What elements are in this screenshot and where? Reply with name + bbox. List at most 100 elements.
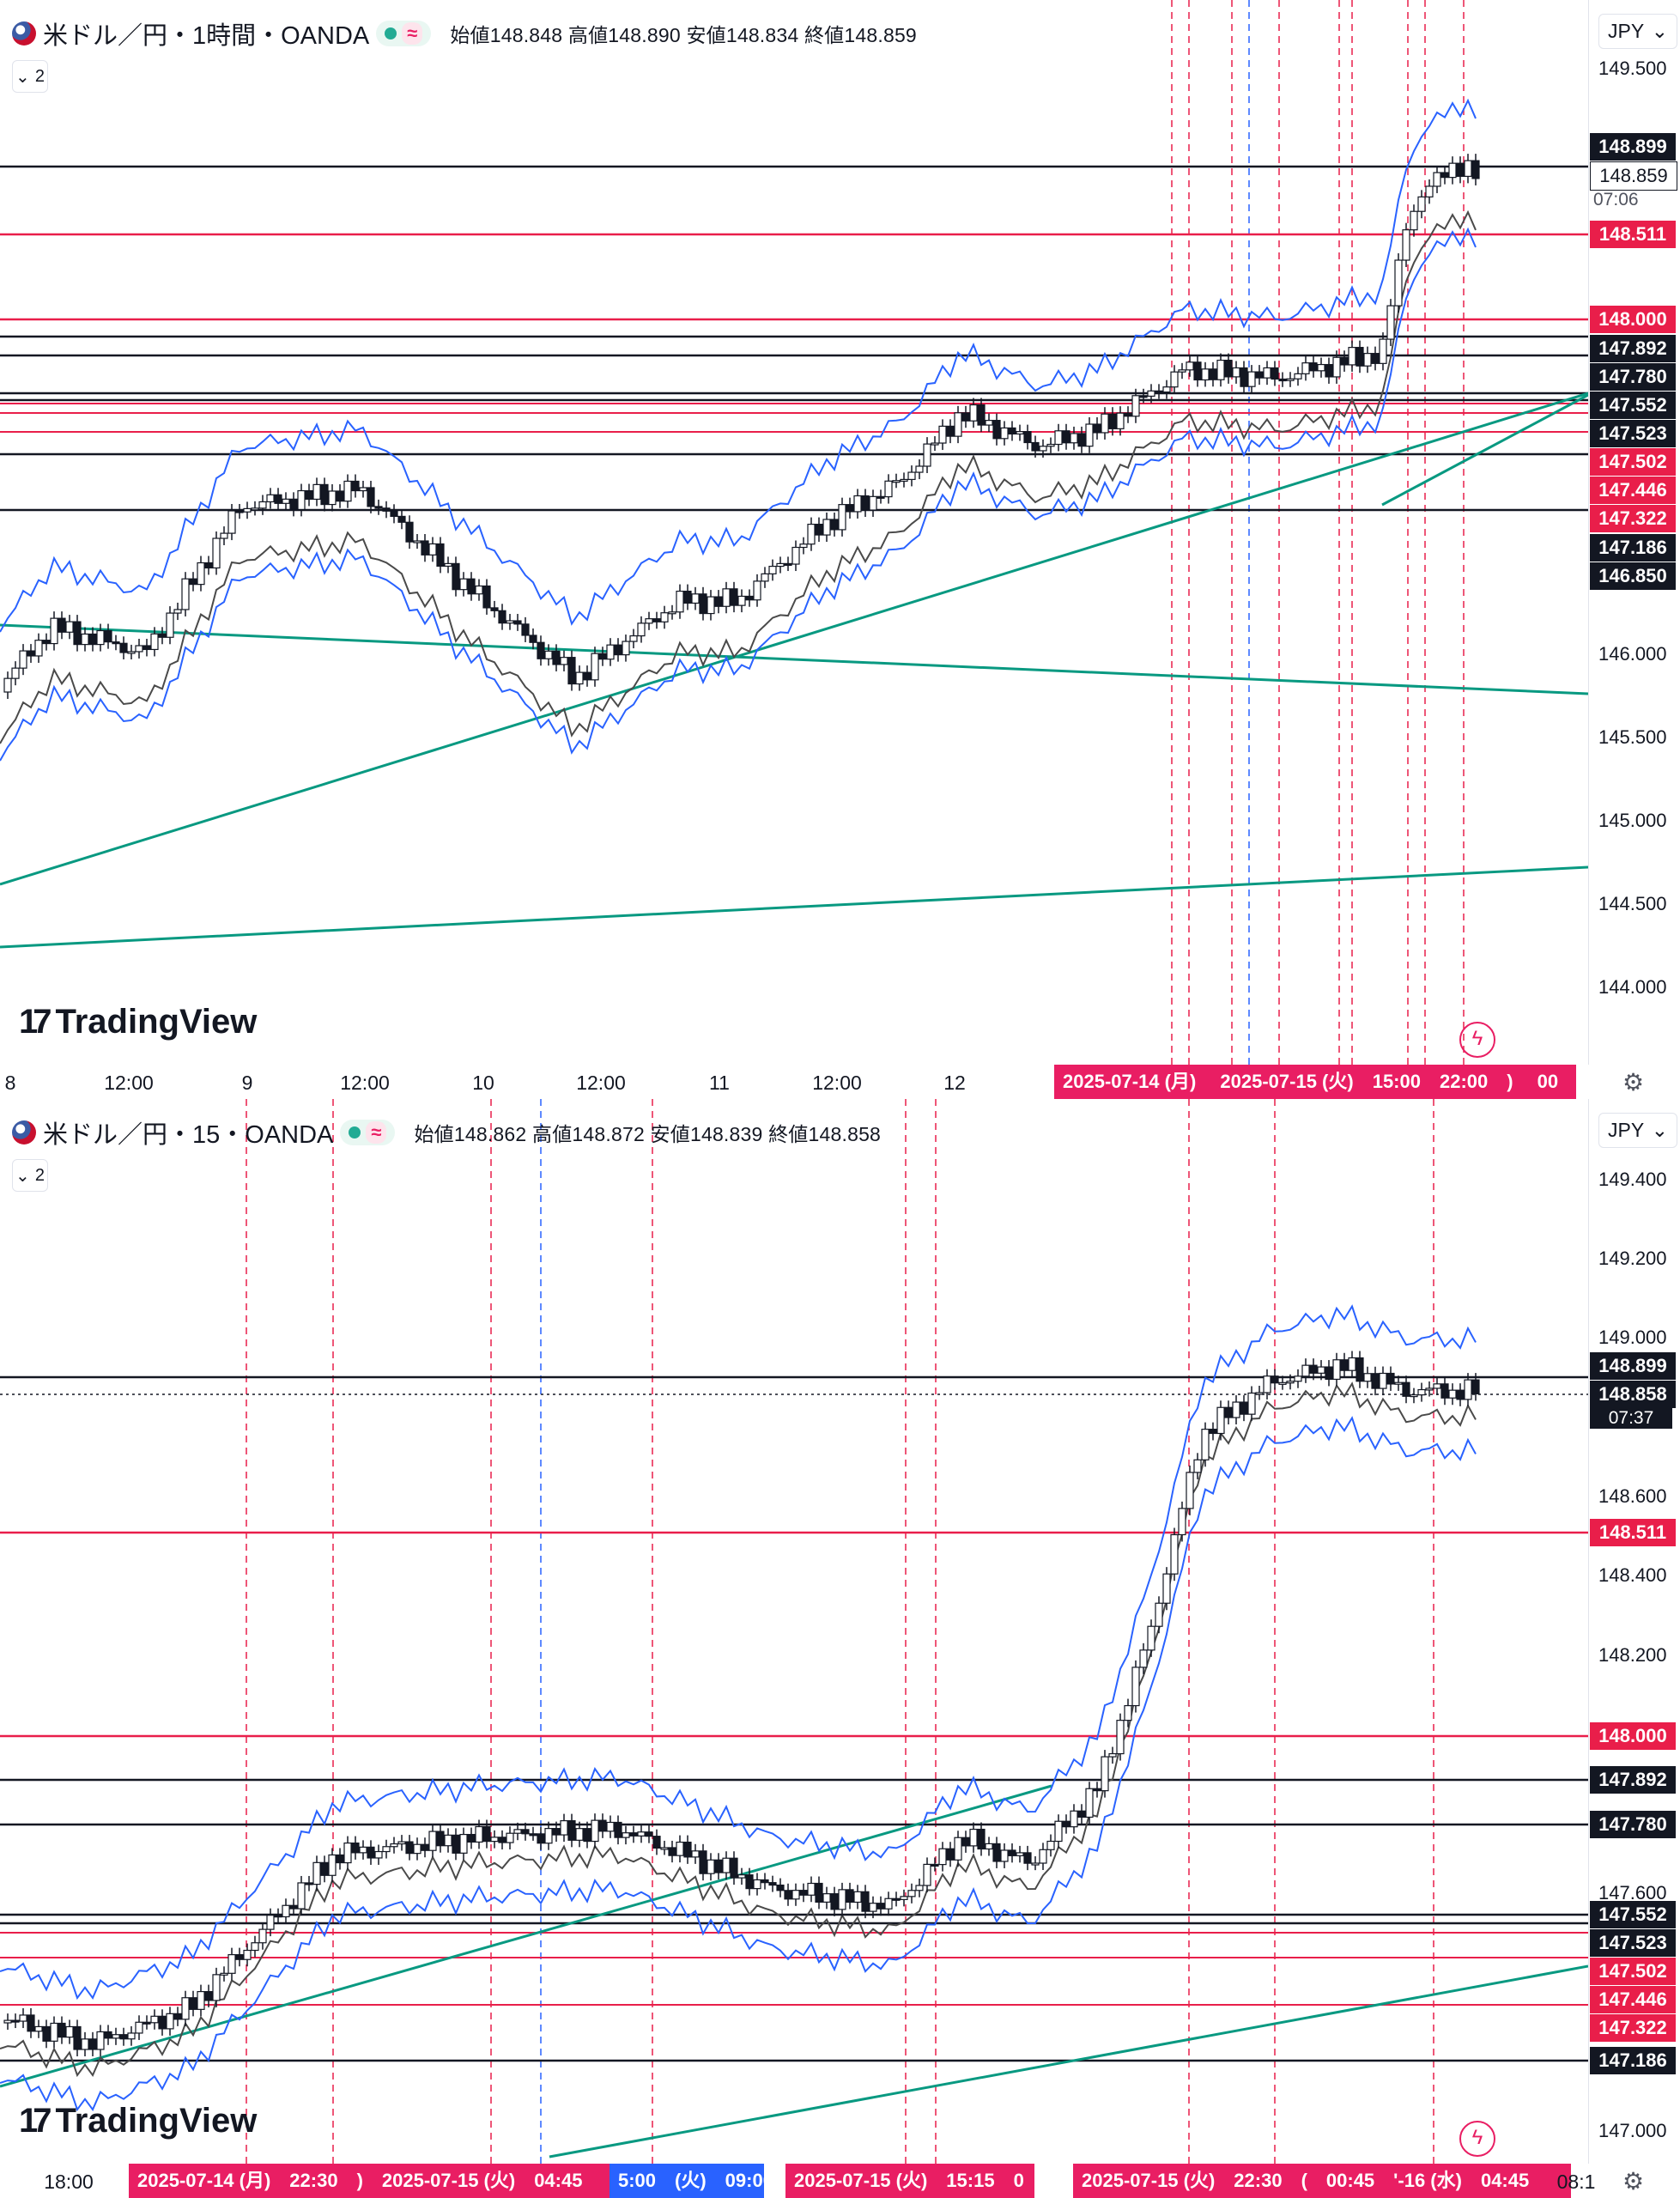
price-tag[interactable]: 148.899 [1590,133,1676,161]
candle-body [351,480,360,492]
candle-body [1101,413,1109,434]
candle-body [699,593,707,615]
candle-body [1240,1401,1248,1415]
candle-body [81,633,89,646]
candle-body [65,2025,74,2038]
candle-body [1301,362,1310,374]
watermark-text: TradingView [55,1003,258,1041]
candle-body [88,2038,97,2050]
candle-body [1440,1383,1449,1399]
candle-body [197,1990,205,2010]
indicator-collapse-button[interactable]: ⌄ 2 [12,1159,48,1192]
candle-body [838,504,846,531]
candle-body [127,2032,136,2040]
candle-body [784,562,792,567]
candle-body [807,523,816,545]
candle-body [900,478,908,483]
candle-body [405,1841,414,1855]
candle-body [699,1850,707,1874]
settings-gear-icon[interactable]: ⚙ [1622,1069,1645,1096]
candle-body [1263,1375,1271,1393]
lightning-icon[interactable]: ϟ [1459,1022,1495,1058]
candle-body [830,519,839,531]
time-label: 9 [241,1072,253,1094]
candle-body [722,588,731,607]
candle-body [328,490,337,506]
price-tag[interactable]: 146.850 [1590,562,1676,590]
market-status-pill[interactable]: ≈ [376,21,432,46]
candle-body [537,1833,545,1844]
price-tag[interactable]: 147.552 [1590,392,1676,419]
candle-body [1271,1375,1279,1384]
price-tag[interactable]: 148.000 [1590,306,1676,333]
settings-gear-icon[interactable]: ⚙ [1622,2168,1645,2195]
price-tag[interactable]: 147.446 [1590,1986,1676,2013]
lightning-icon[interactable]: ϟ [1459,2121,1495,2157]
price-tag[interactable]: 147.502 [1590,448,1676,476]
price-tag[interactable]: 147.186 [1590,2047,1676,2074]
candle-body [1363,1373,1372,1382]
price-tag[interactable]: 147.186 [1590,534,1676,562]
time-axis[interactable]: 8 12:00 9 12:00 10 12:00 11 12:00 12 202… [0,1065,1588,1099]
candle-body [343,480,352,502]
price-tag[interactable]: 148.000 [1590,1722,1676,1750]
candle-body [181,578,190,610]
candle-body [552,1828,561,1836]
candle-body [583,671,591,681]
candle-body [251,1942,259,1952]
symbol-title[interactable]: 米ドル／円・15・OANDA [43,1121,334,1149]
candle-body [900,1896,908,1900]
candle-body [88,633,97,646]
price-tag[interactable]: 148.899 [1590,1352,1676,1380]
candle-body [853,1891,862,1904]
candle-body [428,543,437,556]
candle-body [598,1819,607,1832]
currency-select[interactable]: JPY ⌄ [1598,14,1677,49]
price-tag[interactable]: 147.892 [1590,1766,1676,1794]
time-axis[interactable]: 18:00 2025-07-14 (月) 22:30 ) 2025-07-15 … [0,2164,1595,2198]
candle-body [691,1850,700,1858]
chart-panel-15m[interactable]: 米ドル／円・15・OANDA ≈ 始値148.862 高値148.872 安値1… [0,1099,1680,2198]
price-plot[interactable] [0,0,1588,1065]
candle-body [591,653,599,681]
candle-body [274,494,282,504]
candle-body [1093,1788,1101,1792]
candle-body [1394,1381,1403,1385]
candle-body [1440,172,1449,179]
price-tag[interactable]: 147.780 [1590,363,1676,391]
candle-body [382,1846,391,1853]
candle-body [946,1848,955,1861]
candle-body [691,593,700,604]
price-tag[interactable]: 147.892 [1590,335,1676,362]
candle-body [382,507,391,512]
currency-select[interactable]: JPY ⌄ [1598,1113,1677,1148]
moving-average-line [0,1381,1477,2078]
price-tag[interactable]: 148.511 [1590,221,1676,248]
price-plot[interactable] [0,1099,1588,2164]
indicator-collapse-button[interactable]: ⌄ 2 [12,60,48,93]
price-tag[interactable]: 147.523 [1590,420,1676,447]
price-tag[interactable]: 147.502 [1590,1958,1676,1985]
candle-body [931,442,939,446]
symbol-title[interactable]: 米ドル／円・1時間・OANDA [43,22,370,50]
candle-body [560,657,568,665]
price-tag[interactable]: 147.552 [1590,1901,1676,1928]
candle-body [521,623,530,636]
price-tag[interactable]: 147.322 [1590,2014,1676,2042]
candle-body [1139,1649,1148,1668]
price-tag[interactable]: 148.511 [1590,1519,1676,1546]
price-tag[interactable]: 147.446 [1590,477,1676,504]
candle-body [838,1889,846,1910]
price-tag[interactable]: 147.523 [1590,1929,1676,1957]
chart-panel-1h[interactable]: 米ドル／円・1時間・OANDA ≈ 始値148.848 高値148.890 安値… [0,0,1680,1099]
candle-body [258,1928,267,1944]
candle-body [359,487,367,492]
candle-body [81,2038,89,2050]
market-status-pill[interactable]: ≈ [340,1120,396,1145]
candle-body [374,506,383,509]
price-tag[interactable]: 147.322 [1590,505,1676,532]
candle-body [166,612,174,638]
ohlc-open: 始値148.862 [414,1123,527,1145]
price-tag[interactable]: 147.780 [1590,1811,1676,1838]
candle-body [58,617,66,633]
